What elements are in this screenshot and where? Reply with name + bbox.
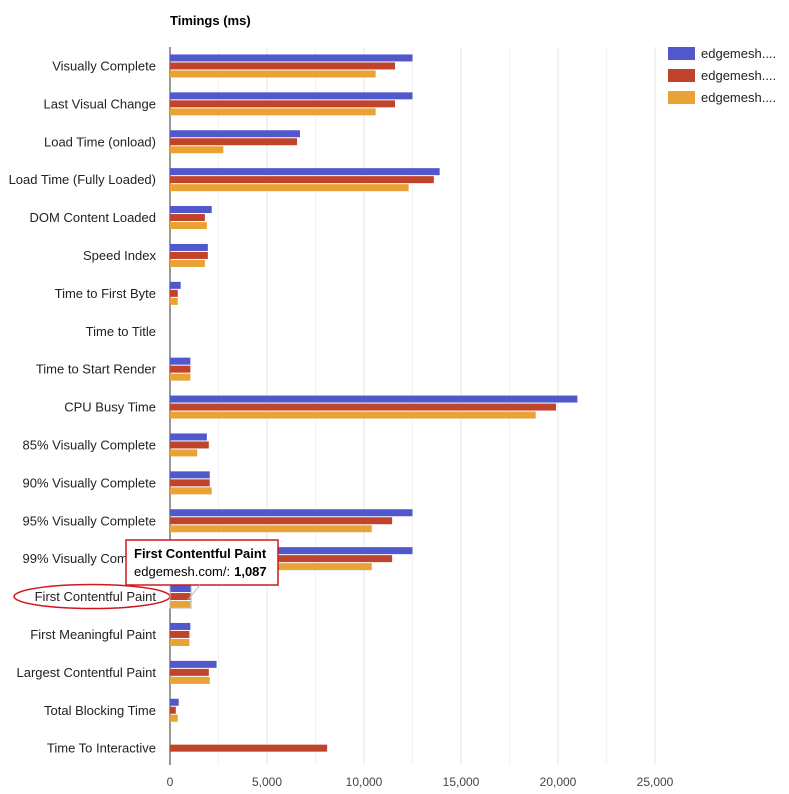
category-label: First Contentful Paint [35, 589, 157, 604]
bar[interactable] [170, 243, 208, 251]
x-axis-tick-labels: 0 5,000 10,000 15,000 20,000 25,000 [167, 775, 674, 789]
x-tick-label: 15,000 [443, 775, 480, 789]
bar[interactable] [170, 630, 190, 638]
tooltip: First Contentful Paint edgemesh.com/: 1,0… [125, 539, 279, 600]
category-label: Largest Contentful Paint [17, 665, 157, 680]
bar[interactable] [170, 547, 413, 555]
bar[interactable] [170, 373, 191, 381]
bar[interactable] [170, 622, 191, 630]
category-label: CPU Busy Time [64, 400, 156, 415]
category-label: Last Visual Change [43, 96, 156, 111]
bar[interactable] [170, 395, 578, 403]
bar[interactable] [170, 601, 191, 609]
legend-swatch [668, 47, 695, 60]
bar[interactable] [170, 555, 393, 563]
bar[interactable] [170, 714, 178, 722]
tooltip-pointer [187, 584, 201, 600]
bar[interactable] [170, 100, 396, 108]
category-label: Speed Index [83, 248, 157, 263]
bar[interactable] [170, 433, 207, 441]
bar[interactable] [170, 479, 210, 487]
bar[interactable] [170, 441, 209, 449]
chart-title: Timings (ms) [170, 13, 251, 28]
x-tick-label: 25,000 [637, 775, 674, 789]
x-tick-label: 5,000 [252, 775, 282, 789]
bar[interactable] [170, 168, 440, 176]
bar[interactable] [170, 471, 210, 479]
legend-swatch [668, 91, 695, 104]
bar[interactable] [170, 146, 224, 154]
bar[interactable] [170, 92, 413, 100]
category-labels: Visually Complete Last Visual Change Load … [9, 58, 157, 755]
bar[interactable] [170, 517, 393, 525]
bar[interactable] [170, 251, 208, 259]
tooltip-title: First Contentful Paint [134, 546, 267, 561]
bar[interactable] [170, 698, 179, 706]
bar[interactable] [170, 487, 212, 495]
bar[interactable] [170, 206, 212, 214]
bar[interactable] [170, 509, 413, 517]
bar[interactable] [170, 130, 300, 138]
bar[interactable] [170, 676, 210, 684]
tooltip-value: 1,087 [234, 564, 267, 579]
bar[interactable] [170, 214, 205, 222]
tooltip-box [125, 539, 279, 586]
bar[interactable] [170, 365, 191, 373]
bar[interactable] [170, 184, 409, 192]
bar[interactable] [170, 638, 190, 646]
category-label: 85% Visually Complete [23, 437, 156, 452]
bar[interactable] [170, 585, 192, 593]
bars[interactable] [170, 54, 578, 752]
x-tick-label: 10,000 [346, 775, 383, 789]
bar[interactable] [170, 660, 217, 668]
bar[interactable] [170, 108, 376, 116]
bar[interactable] [170, 289, 178, 297]
bar[interactable] [170, 222, 207, 230]
legend-entry[interactable]: edgemesh.... [701, 90, 776, 105]
category-label: Time To Interactive [47, 741, 156, 756]
category-label: DOM Content Loaded [30, 210, 156, 225]
x-tick-label: 20,000 [540, 775, 577, 789]
category-label: Time to Title [86, 324, 156, 339]
bar[interactable] [170, 411, 536, 419]
bar[interactable] [170, 593, 191, 601]
bar[interactable] [170, 259, 205, 267]
bar[interactable] [170, 668, 209, 676]
bar[interactable] [170, 403, 557, 411]
bar[interactable] [170, 176, 434, 184]
category-label: 90% Visually Complete [23, 475, 156, 490]
category-label: Visually Complete [52, 58, 156, 73]
x-tick-label: 0 [167, 775, 174, 789]
category-label: Total Blocking Time [44, 703, 156, 718]
bar[interactable] [170, 70, 376, 78]
category-label: 95% Visually Complete [23, 513, 156, 528]
tooltip-body: edgemesh.com/: 1,087 [134, 564, 267, 579]
bar[interactable] [170, 281, 181, 289]
category-label: Time to First Byte [55, 286, 156, 301]
bar[interactable] [170, 357, 191, 365]
bar[interactable] [170, 744, 328, 752]
category-label: First Meaningful Paint [30, 627, 156, 642]
tooltip-series-label: edgemesh.com/: [134, 564, 230, 579]
category-label: Load Time (Fully Loaded) [9, 172, 156, 187]
category-label: 99% Visually Complete [23, 551, 156, 566]
legend-entry[interactable]: edgemesh.... [701, 68, 776, 83]
bar[interactable] [170, 525, 372, 533]
bar[interactable] [170, 449, 198, 457]
bar[interactable] [170, 54, 413, 62]
legend-entry[interactable]: edgemesh.... [701, 46, 776, 61]
category-label: Time to Start Render [36, 362, 157, 377]
legend[interactable]: edgemesh.... edgemesh.... edgemesh.... [668, 46, 776, 105]
category-label: Load Time (onload) [44, 134, 156, 149]
bar[interactable] [170, 706, 176, 714]
bar[interactable] [170, 62, 396, 70]
bar[interactable] [170, 297, 178, 305]
legend-swatch [668, 69, 695, 82]
bar[interactable] [170, 138, 298, 146]
